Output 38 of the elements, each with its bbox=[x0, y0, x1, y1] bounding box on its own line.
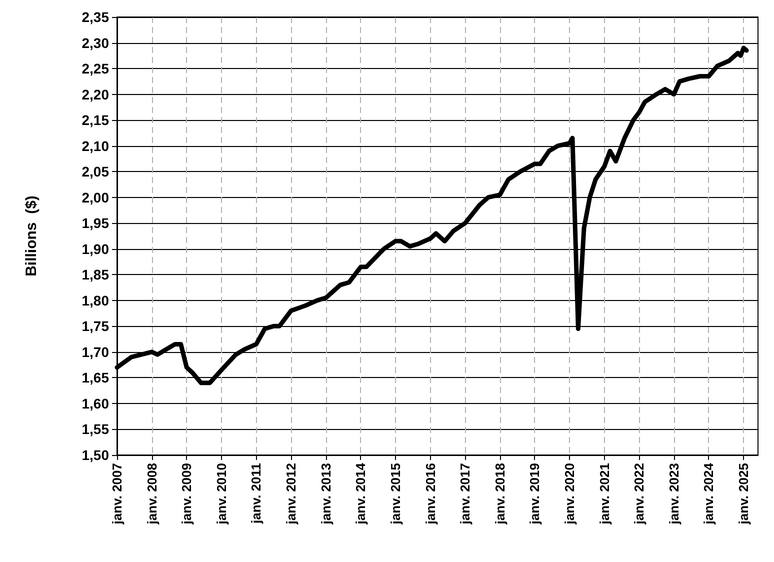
y-axis-title: Billions ($) bbox=[23, 196, 40, 276]
y-tick-label: 1,80 bbox=[82, 292, 110, 308]
x-tick-label: janv. 2025 bbox=[736, 463, 752, 526]
y-tick-label: 2,10 bbox=[82, 138, 110, 154]
y-tick-label: 2,25 bbox=[82, 60, 110, 77]
x-tick-label: janv. 2012 bbox=[284, 463, 299, 526]
x-tick-label: janv. 2023 bbox=[666, 463, 682, 526]
y-tick-label: 2,20 bbox=[82, 86, 110, 102]
x-tick-label: janv. 2014 bbox=[353, 462, 368, 526]
x-tick-label: janv. 2007 bbox=[110, 463, 124, 526]
y-tick-label: 2,15 bbox=[82, 112, 110, 128]
x-tick-label: janv. 2015 bbox=[388, 463, 403, 526]
x-tick-label: janv. 2010 bbox=[214, 463, 229, 526]
x-tick-label: janv. 2022 bbox=[632, 463, 647, 526]
y-tick-label: 1,70 bbox=[82, 344, 110, 360]
y-tick-label: 1,75 bbox=[82, 318, 110, 334]
x-tick-label: janv. 2018 bbox=[492, 463, 508, 526]
x-tick-label: janv. 2013 bbox=[318, 463, 334, 526]
y-tick-label: 1,50 bbox=[82, 447, 110, 463]
y-tick-label: 2,35 bbox=[82, 9, 110, 25]
y-tick-label: 1,95 bbox=[82, 215, 110, 232]
x-tick-label: janv. 2019 bbox=[527, 463, 542, 526]
x-tick-label: janv. 2008 bbox=[144, 463, 160, 526]
y-tick-label: 1,90 bbox=[82, 240, 110, 257]
y-tick-label: 2,05 bbox=[82, 164, 110, 180]
x-tick-label: janv. 2021 bbox=[596, 463, 612, 526]
x-tick-label: janv. 2024 bbox=[701, 462, 716, 526]
y-tick-label: 1,85 bbox=[82, 266, 110, 283]
y-tick-label: 2,00 bbox=[82, 189, 110, 206]
x-tick-label: janv. 2016 bbox=[422, 463, 438, 526]
y-tick-label: 2,30 bbox=[82, 34, 110, 51]
x-tick-label: janv. 2017 bbox=[458, 463, 473, 526]
y-tick-label: 1,55 bbox=[82, 421, 110, 438]
y-tick-label: 1,65 bbox=[82, 370, 110, 386]
x-tick-label: janv. 2011 bbox=[248, 463, 264, 524]
y-tick-label: 1,60 bbox=[82, 395, 110, 412]
x-tick-label: janv. 2009 bbox=[179, 463, 194, 526]
x-tick-label: janv. 2020 bbox=[562, 463, 577, 526]
